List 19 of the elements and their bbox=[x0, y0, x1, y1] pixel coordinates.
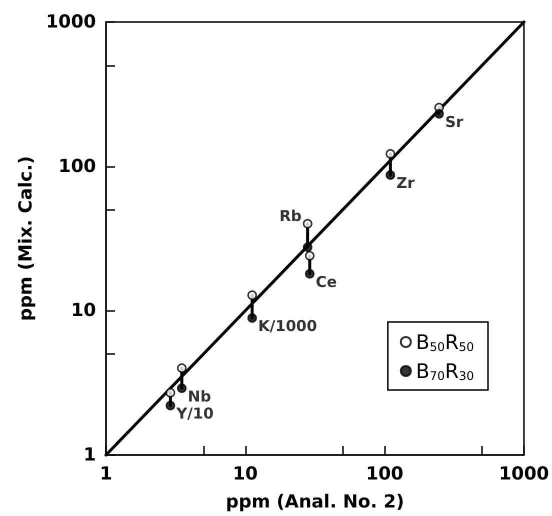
legend-label: B70R30 bbox=[416, 359, 474, 383]
annotation: Sr bbox=[445, 112, 464, 131]
annotation: K/1000 bbox=[258, 316, 318, 335]
y-tick-label: 10 bbox=[70, 300, 96, 322]
annotation: Ce bbox=[316, 272, 337, 291]
x-tick-label: 1000 bbox=[498, 464, 550, 484]
y-axis-title: ppm (Mix. Calc.) bbox=[16, 156, 36, 322]
annotation: Rb bbox=[279, 206, 302, 225]
annotation: Y/10 bbox=[175, 404, 214, 423]
x-tick-label: 1 bbox=[100, 464, 112, 484]
x-axis-title: ppm (Anal. No. 2) bbox=[226, 492, 404, 512]
annotation: Zr bbox=[396, 174, 416, 192]
legend-label: B50R50 bbox=[416, 330, 474, 354]
y-tick-label: 100 bbox=[58, 156, 96, 177]
y-tick-label: 1000 bbox=[46, 12, 96, 32]
x-tick-label: 100 bbox=[366, 464, 404, 484]
y-tick-label: 1 bbox=[83, 444, 96, 466]
x-tick-label: 10 bbox=[232, 464, 258, 484]
annotation: Nb bbox=[188, 387, 212, 406]
